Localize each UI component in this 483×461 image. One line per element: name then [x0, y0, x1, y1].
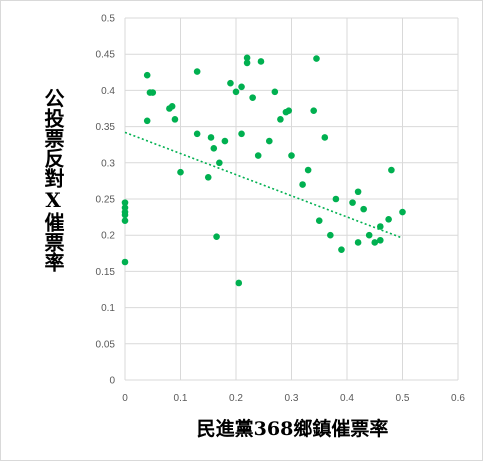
- data-point: [216, 159, 223, 167]
- data-point: [232, 88, 240, 96]
- data-point: [243, 59, 251, 67]
- data-point: [121, 217, 129, 225]
- data-point: [338, 246, 345, 253]
- x-tick-label: 0.5: [396, 393, 410, 404]
- data-point: [349, 199, 356, 206]
- data-point: [221, 137, 229, 145]
- data-point: [235, 279, 243, 287]
- data-point: [171, 116, 179, 123]
- data-point: [321, 134, 329, 141]
- data-point: [254, 152, 262, 159]
- data-point: [243, 54, 251, 62]
- data-point: [371, 239, 379, 246]
- x-tick-label: 0.4: [340, 393, 354, 404]
- data-point: [249, 94, 256, 101]
- data-point: [299, 181, 306, 188]
- x-tick-label: 0.6: [451, 393, 465, 404]
- data-point: [354, 239, 362, 246]
- data-point: [146, 89, 154, 96]
- y-tick-label: 0.45: [96, 50, 116, 61]
- data-point: [288, 152, 295, 159]
- x-tick-label: 0.3: [285, 393, 299, 404]
- y-tick-label: 0.3: [101, 158, 115, 169]
- y-tick-label: 0: [109, 376, 115, 387]
- data-point: [238, 83, 245, 91]
- y-tick-label: 0.5: [101, 14, 115, 25]
- y-tick-label: 0.05: [96, 339, 116, 350]
- data-point: [266, 137, 273, 145]
- data-point: [354, 188, 362, 196]
- data-point: [121, 258, 129, 266]
- data-point: [238, 130, 245, 138]
- data-point: [193, 68, 201, 75]
- data-point: [285, 107, 293, 114]
- x-axis-label: 民進黨368鄉鎮催票率: [196, 418, 389, 440]
- data-point: [399, 208, 406, 216]
- data-point: [204, 173, 212, 181]
- data-point: [332, 195, 340, 203]
- data-point: [207, 134, 215, 141]
- data-point: [177, 168, 184, 176]
- data-point: [213, 233, 220, 240]
- x-tick-label: 0.2: [229, 393, 243, 404]
- data-point: [388, 166, 395, 174]
- y-axis-label: 公投票反對X催票率: [41, 88, 65, 272]
- y-tick-label: 0.35: [96, 122, 116, 133]
- data-point: [143, 117, 151, 125]
- x-tick-label: 0: [122, 393, 128, 404]
- y-tick-label: 0.1: [101, 303, 115, 314]
- y-tick-label: 0.2: [101, 231, 115, 242]
- data-point: [327, 231, 334, 239]
- data-point: [271, 88, 279, 96]
- data-point: [315, 217, 323, 225]
- data-point: [365, 231, 373, 239]
- y-tick-label: 0.4: [101, 86, 115, 97]
- data-point: [385, 215, 392, 223]
- data-point: [168, 103, 176, 110]
- data-point: [277, 116, 284, 123]
- data-point: [121, 211, 129, 219]
- data-point: [377, 236, 384, 244]
- trendline: [124, 131, 403, 239]
- data-point: [227, 79, 234, 87]
- data-point: [257, 58, 265, 65]
- data-point: [313, 55, 320, 62]
- data-point: [310, 107, 318, 114]
- y-tick-label: 0.15: [96, 267, 116, 278]
- data-point: [193, 130, 201, 138]
- y-tick-label: 0.25: [96, 195, 116, 206]
- data-point: [304, 166, 312, 174]
- data-point: [121, 199, 129, 206]
- data-point: [143, 71, 151, 79]
- data-point: [360, 205, 367, 213]
- data-point: [210, 145, 218, 152]
- x-tick-label: 0.1: [174, 393, 188, 404]
